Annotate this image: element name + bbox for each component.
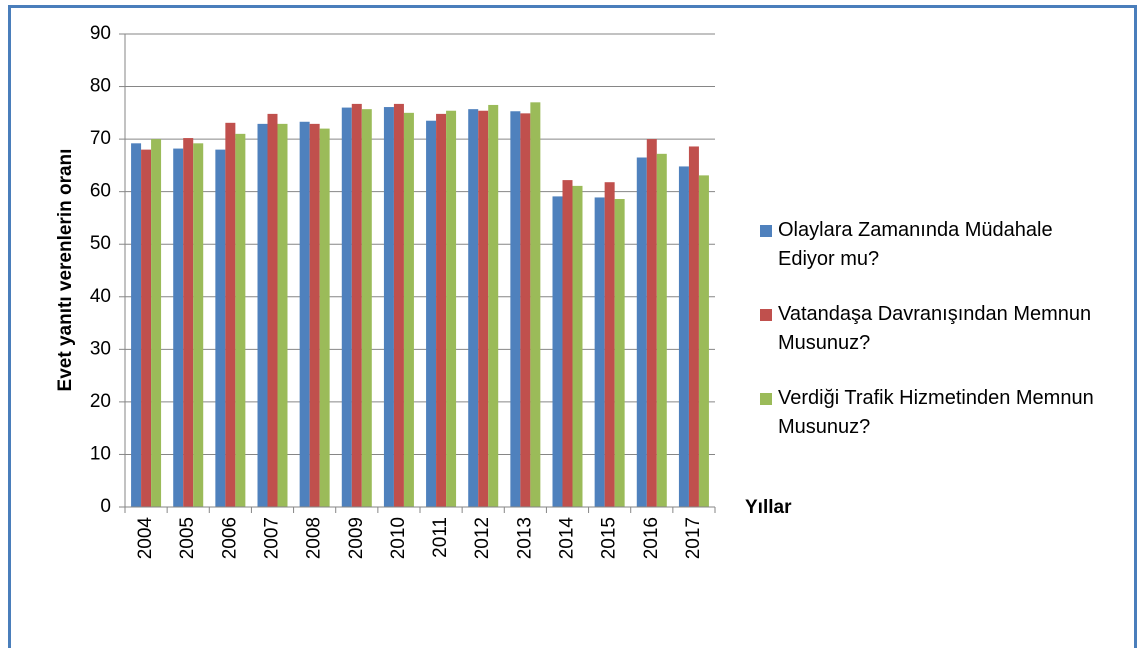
legend-item: Verdiği Trafik Hizmetinden Memnun Musunu… (760, 384, 1130, 442)
bar (552, 196, 563, 507)
bar (403, 112, 414, 507)
legend-swatch (760, 309, 772, 321)
bar (698, 175, 709, 507)
bar (351, 103, 362, 507)
x-tick-label: 2009 (346, 517, 367, 559)
x-tick-label: 2011 (430, 517, 451, 558)
bar (426, 120, 437, 507)
bar (393, 103, 404, 507)
x-tick-label: 2010 (388, 517, 409, 559)
x-tick-label: 2006 (219, 517, 240, 559)
bar (572, 185, 583, 507)
y-tick-label: 0 (100, 496, 111, 517)
bar (173, 148, 184, 507)
y-tick-label: 50 (90, 233, 111, 254)
bar (636, 157, 647, 507)
y-tick-label: 80 (90, 76, 111, 97)
bar (319, 128, 330, 507)
bar (530, 102, 541, 508)
x-tick-label: 2016 (641, 517, 662, 559)
bar (510, 111, 521, 508)
bar (614, 199, 625, 507)
bar (468, 109, 479, 507)
bar (183, 138, 194, 507)
bar (309, 123, 320, 508)
bar (257, 123, 268, 508)
y-tick-label: 90 (90, 23, 111, 44)
y-axis-label: Evet yanıtı verenlerin oranı (55, 149, 76, 392)
bar (299, 121, 310, 508)
x-tick-label: 2014 (557, 517, 578, 560)
x-tick-label: 2012 (472, 517, 493, 559)
bar (151, 139, 162, 507)
y-tick-label: 30 (90, 338, 111, 359)
frame (8, 5, 1137, 648)
x-tick-label: 2015 (599, 517, 620, 559)
bar (225, 122, 236, 508)
bar (646, 139, 657, 507)
bar (488, 104, 499, 507)
bar (604, 182, 615, 507)
bar (215, 149, 226, 507)
bar (131, 143, 142, 507)
bar (277, 123, 288, 508)
bar (436, 113, 447, 507)
x-tick-label: 2013 (514, 517, 535, 559)
bar (478, 110, 489, 507)
bar (594, 197, 605, 507)
legend-item: Olaylara Zamanında Müdahale Ediyor mu? (760, 216, 1130, 274)
legend-label: Vatandaşa Davranışından Memnun Musunuz? (778, 303, 1092, 354)
y-tick-label: 60 (90, 181, 111, 202)
bar (446, 110, 457, 507)
y-tick-label: 40 (90, 286, 111, 307)
legend-label: Olaylara Zamanında Müdahale Ediyor mu? (778, 219, 1053, 270)
y-tick-label: 70 (90, 128, 111, 149)
x-tick-label: 2004 (135, 517, 156, 560)
legend-swatch (760, 393, 772, 405)
bar (267, 113, 278, 507)
bar (562, 180, 573, 508)
y-tick-label: 20 (90, 391, 111, 412)
bar (656, 153, 667, 507)
x-tick-label: 2017 (683, 517, 704, 559)
bar (520, 113, 531, 507)
legend-swatch (760, 225, 772, 237)
bar (141, 149, 152, 507)
x-tick-label: 2005 (177, 517, 198, 559)
bar (361, 109, 372, 507)
bar (688, 146, 699, 508)
legend-label: Verdiği Trafik Hizmetinden Memnun Musunu… (778, 387, 1094, 438)
x-axis-label: Yıllar (745, 497, 792, 518)
y-tick-label: 10 (90, 443, 111, 464)
x-tick-label: 2007 (262, 517, 283, 559)
legend-item: Vatandaşa Davranışından Memnun Musunuz? (760, 300, 1130, 358)
bar (193, 143, 204, 507)
x-tick-label: 2008 (304, 517, 325, 559)
bar (235, 133, 246, 507)
bar (383, 107, 394, 508)
bar (341, 107, 352, 508)
bar (678, 166, 689, 507)
